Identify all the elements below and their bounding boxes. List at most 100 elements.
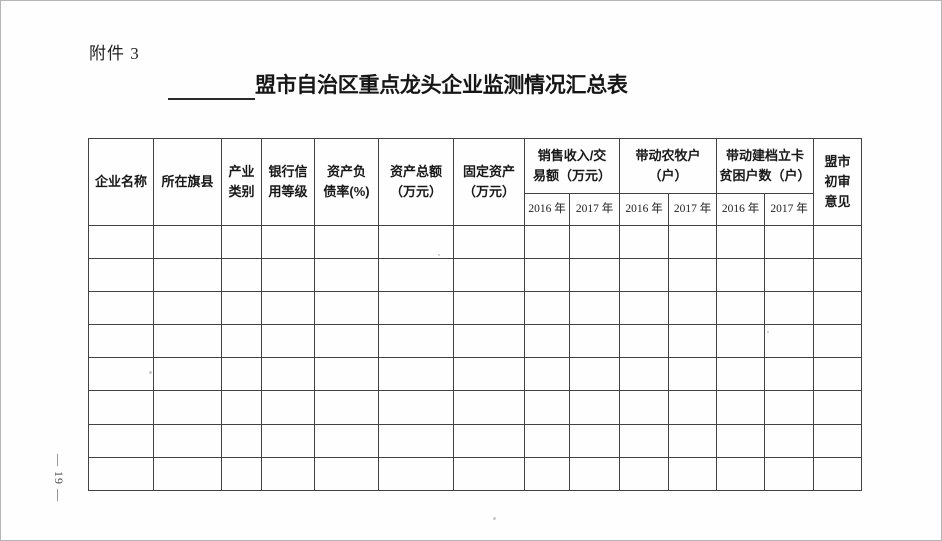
empty-cell [221, 224, 262, 260]
empty-cell [619, 423, 670, 458]
empty-cell [813, 258, 863, 293]
header-label: 带动农牧户 [635, 147, 701, 163]
empty-cell [221, 423, 262, 458]
empty-cell [813, 390, 863, 425]
empty-cell [764, 357, 815, 392]
empty-cell [261, 423, 315, 458]
empty-cell [378, 224, 454, 260]
empty-cell [619, 390, 670, 425]
empty-cell [314, 258, 379, 293]
col-group-poor-households: 带动建档立卡 贫困户数（户） [716, 138, 815, 194]
empty-cell [764, 456, 815, 491]
empty-cell [88, 324, 154, 359]
col-header-debt-ratio: 资产负 债率(%) [314, 138, 379, 226]
empty-cell [453, 224, 525, 260]
header-label: 银行信 [268, 163, 308, 179]
empty-cell [668, 423, 718, 458]
year-header-sales-2016: 2016 年 [524, 193, 570, 226]
header-label: 意见 [824, 194, 851, 210]
empty-cell [88, 423, 154, 458]
year-header-poor-2016: 2016 年 [716, 193, 766, 226]
empty-cell [153, 324, 222, 359]
empty-cell [221, 258, 262, 293]
empty-cell [524, 390, 570, 425]
col-header-fixed-assets: 固定资产 （万元） [453, 138, 525, 226]
empty-cell [716, 456, 766, 491]
header-label: 销售收入/交 [537, 147, 607, 163]
empty-cell [314, 423, 379, 458]
empty-cell [153, 258, 222, 293]
table-row [88, 423, 863, 458]
empty-cell [524, 224, 570, 260]
empty-cell [813, 224, 863, 260]
empty-cell [524, 324, 570, 359]
header-label: 带动建档立卡 [726, 147, 805, 163]
header-label: 初审 [824, 173, 851, 189]
empty-cell [668, 258, 718, 293]
empty-cell [88, 456, 154, 491]
empty-cell [261, 324, 315, 359]
header-label: 用等级 [268, 184, 308, 199]
empty-cell [524, 423, 570, 458]
header-label: 固定资产 [462, 163, 515, 179]
col-header-county: 所在旗县 [153, 138, 222, 226]
header-label: 贫困户数（户） [719, 168, 811, 183]
empty-cell [88, 258, 154, 293]
empty-cell [453, 357, 525, 392]
year-header-farm-2017: 2017 年 [668, 193, 718, 226]
empty-cell [221, 291, 262, 326]
empty-cell [568, 258, 621, 293]
header-label: 产业 [228, 163, 255, 179]
empty-cell [314, 291, 379, 326]
year-header-poor-2017: 2017 年 [764, 193, 815, 226]
empty-cell [221, 456, 262, 491]
empty-cell [568, 224, 621, 260]
empty-cell [378, 357, 454, 392]
empty-cell [668, 324, 718, 359]
empty-cell [378, 423, 454, 458]
col-header-total-assets: 资产总额 （万元） [378, 138, 454, 226]
empty-cell [716, 357, 766, 392]
empty-cell [88, 390, 154, 425]
col-header-industry-category: 产业 类别 [221, 138, 262, 226]
title-row: 盟市自治区重点龙头企业监测情况汇总表 [168, 71, 628, 101]
empty-cell [716, 423, 766, 458]
col-group-farm-households: 带动农牧户 （户） [619, 138, 718, 194]
empty-cell [619, 357, 670, 392]
table-row [88, 224, 863, 260]
title-blank-underline [168, 73, 255, 101]
page-title: 盟市自治区重点龙头企业监测情况汇总表 [255, 73, 628, 97]
empty-cell [568, 291, 621, 326]
empty-cell [221, 390, 262, 425]
header-label: 债率(%) [323, 184, 370, 199]
empty-cell [668, 456, 718, 491]
empty-cell [619, 456, 670, 491]
header-row-years: 2016 年 2017 年 2016 年 2017 年 2016 年 2017 … [89, 193, 862, 226]
scan-speck [438, 254, 440, 256]
empty-cell [153, 423, 222, 458]
empty-cell [619, 224, 670, 260]
empty-cell [314, 357, 379, 392]
empty-cell [568, 324, 621, 359]
header-label: 资产总额 [389, 163, 442, 179]
empty-cell [261, 258, 315, 293]
empty-cell [453, 390, 525, 425]
empty-cell [261, 357, 315, 392]
table-row [88, 291, 863, 326]
empty-cell [261, 456, 315, 491]
empty-cell [813, 357, 863, 392]
empty-cell [813, 456, 863, 491]
empty-cell [568, 423, 621, 458]
empty-cell [378, 390, 454, 425]
empty-cell [764, 423, 815, 458]
empty-cell [153, 224, 222, 260]
empty-cell [261, 224, 315, 260]
table-row [88, 357, 863, 392]
empty-cell [314, 224, 379, 260]
empty-cell [813, 423, 863, 458]
empty-cell [668, 291, 718, 326]
header-label: 易额（万元） [533, 168, 612, 183]
header-label: （户） [648, 168, 688, 183]
table-body [88, 224, 863, 491]
